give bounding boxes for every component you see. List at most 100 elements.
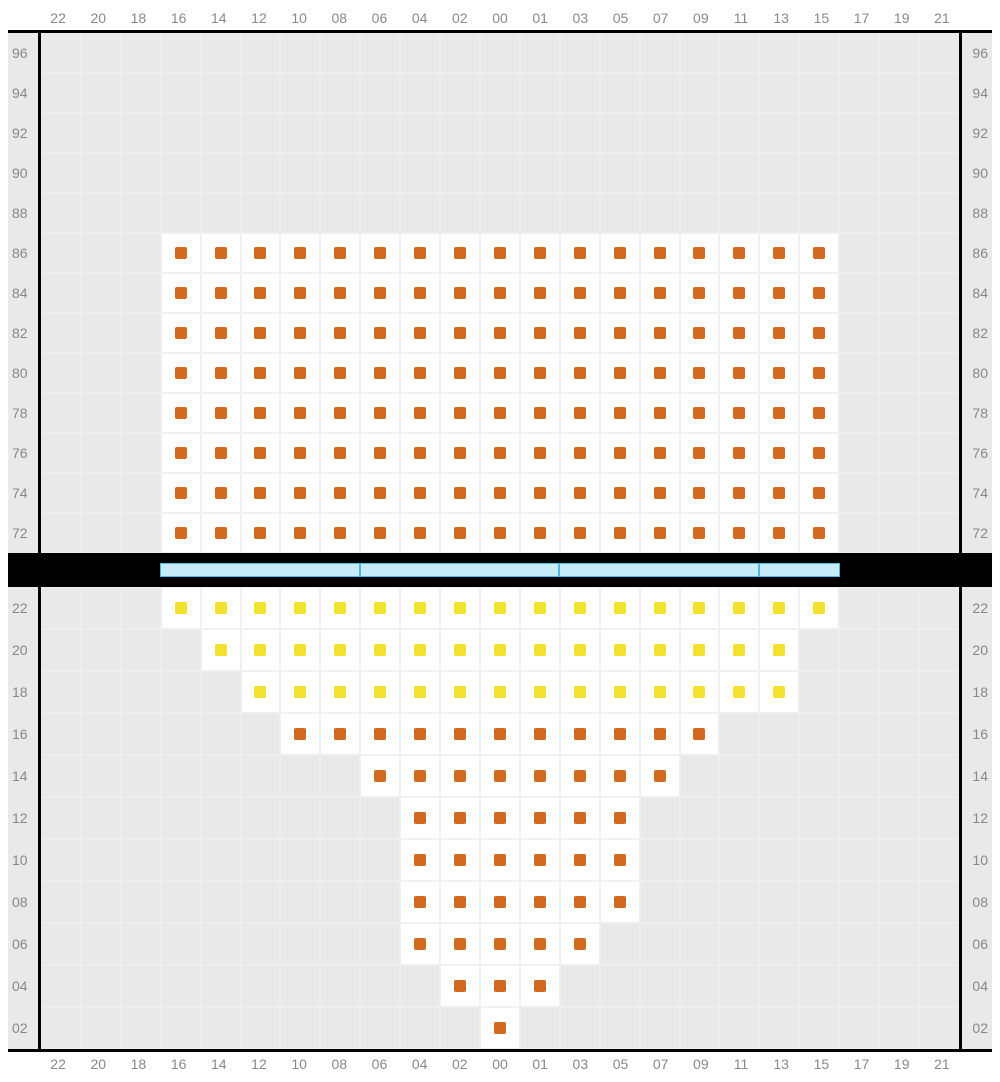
seat-cell[interactable] xyxy=(480,393,520,433)
seat-cell[interactable] xyxy=(280,513,320,553)
seat-cell[interactable] xyxy=(400,671,440,713)
seat-cell[interactable] xyxy=(280,629,320,671)
seat-cell[interactable] xyxy=(719,353,759,393)
seat-cell[interactable] xyxy=(400,473,440,513)
seat-cell[interactable] xyxy=(640,629,680,671)
seat-cell[interactable] xyxy=(560,755,600,797)
seat-cell[interactable] xyxy=(280,393,320,433)
seat-cell[interactable] xyxy=(520,671,560,713)
seat-cell[interactable] xyxy=(640,671,680,713)
seat-cell[interactable] xyxy=(201,233,241,273)
seat-cell[interactable] xyxy=(520,353,560,393)
seat-cell[interactable] xyxy=(480,473,520,513)
seat-cell[interactable] xyxy=(201,273,241,313)
seat-cell[interactable] xyxy=(759,671,799,713)
seat-cell[interactable] xyxy=(560,513,600,553)
seat-cell[interactable] xyxy=(161,313,201,353)
seat-cell[interactable] xyxy=(480,713,520,755)
seat-cell[interactable] xyxy=(719,629,759,671)
seat-cell[interactable] xyxy=(280,671,320,713)
seat-cell[interactable] xyxy=(719,273,759,313)
seat-cell[interactable] xyxy=(600,233,640,273)
seat-cell[interactable] xyxy=(680,433,720,473)
seat-cell[interactable] xyxy=(400,393,440,433)
seat-cell[interactable] xyxy=(280,587,320,629)
seat-cell[interactable] xyxy=(400,353,440,393)
seat-cell[interactable] xyxy=(161,513,201,553)
seat-cell[interactable] xyxy=(560,473,600,513)
seat-cell[interactable] xyxy=(400,513,440,553)
seat-cell[interactable] xyxy=(360,755,400,797)
seat-cell[interactable] xyxy=(520,473,560,513)
seat-cell[interactable] xyxy=(640,755,680,797)
seat-cell[interactable] xyxy=(640,353,680,393)
seat-cell[interactable] xyxy=(480,1007,520,1049)
seat-cell[interactable] xyxy=(320,393,360,433)
seat-cell[interactable] xyxy=(241,513,281,553)
seat-cell[interactable] xyxy=(719,513,759,553)
seat-cell[interactable] xyxy=(640,713,680,755)
seat-cell[interactable] xyxy=(480,755,520,797)
seat-cell[interactable] xyxy=(600,629,640,671)
seat-cell[interactable] xyxy=(201,513,241,553)
seat-cell[interactable] xyxy=(320,313,360,353)
seat-cell[interactable] xyxy=(560,233,600,273)
seat-cell[interactable] xyxy=(480,353,520,393)
seat-cell[interactable] xyxy=(280,433,320,473)
seat-cell[interactable] xyxy=(600,393,640,433)
seat-cell[interactable] xyxy=(241,353,281,393)
seat-cell[interactable] xyxy=(201,313,241,353)
seat-cell[interactable] xyxy=(400,313,440,353)
seat-cell[interactable] xyxy=(520,233,560,273)
seat-cell[interactable] xyxy=(440,393,480,433)
seat-cell[interactable] xyxy=(600,839,640,881)
seat-cell[interactable] xyxy=(560,353,600,393)
seat-cell[interactable] xyxy=(600,473,640,513)
seat-cell[interactable] xyxy=(400,713,440,755)
seat-cell[interactable] xyxy=(799,353,839,393)
seat-cell[interactable] xyxy=(600,713,640,755)
seat-cell[interactable] xyxy=(759,513,799,553)
seat-cell[interactable] xyxy=(320,671,360,713)
seat-cell[interactable] xyxy=(759,393,799,433)
seat-cell[interactable] xyxy=(640,273,680,313)
seat-cell[interactable] xyxy=(360,513,400,553)
seat-cell[interactable] xyxy=(640,473,680,513)
seat-cell[interactable] xyxy=(560,671,600,713)
seat-cell[interactable] xyxy=(440,839,480,881)
seat-cell[interactable] xyxy=(799,393,839,433)
seat-cell[interactable] xyxy=(799,587,839,629)
seat-cell[interactable] xyxy=(560,923,600,965)
seat-cell[interactable] xyxy=(360,629,400,671)
seat-cell[interactable] xyxy=(320,233,360,273)
seat-cell[interactable] xyxy=(719,671,759,713)
seat-cell[interactable] xyxy=(241,273,281,313)
seat-cell[interactable] xyxy=(759,273,799,313)
seat-cell[interactable] xyxy=(241,473,281,513)
seat-cell[interactable] xyxy=(560,313,600,353)
seat-cell[interactable] xyxy=(520,433,560,473)
seat-cell[interactable] xyxy=(400,433,440,473)
seat-cell[interactable] xyxy=(320,353,360,393)
seat-cell[interactable] xyxy=(520,713,560,755)
seat-cell[interactable] xyxy=(799,273,839,313)
seat-cell[interactable] xyxy=(280,233,320,273)
seat-cell[interactable] xyxy=(161,473,201,513)
seat-cell[interactable] xyxy=(600,755,640,797)
seat-cell[interactable] xyxy=(520,797,560,839)
seat-cell[interactable] xyxy=(520,313,560,353)
seat-cell[interactable] xyxy=(799,313,839,353)
seat-cell[interactable] xyxy=(280,273,320,313)
seat-cell[interactable] xyxy=(440,513,480,553)
seat-cell[interactable] xyxy=(440,671,480,713)
seat-cell[interactable] xyxy=(320,473,360,513)
seat-cell[interactable] xyxy=(480,587,520,629)
seat-cell[interactable] xyxy=(480,671,520,713)
seat-cell[interactable] xyxy=(360,713,400,755)
seat-cell[interactable] xyxy=(719,587,759,629)
seat-cell[interactable] xyxy=(360,273,400,313)
seat-cell[interactable] xyxy=(680,473,720,513)
seat-cell[interactable] xyxy=(400,587,440,629)
seat-cell[interactable] xyxy=(241,433,281,473)
seat-cell[interactable] xyxy=(600,513,640,553)
